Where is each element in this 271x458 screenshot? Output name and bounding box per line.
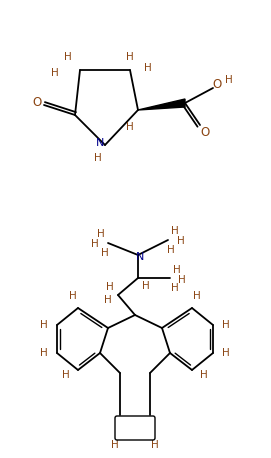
Text: H: H xyxy=(94,153,102,163)
Text: H: H xyxy=(171,283,179,293)
Text: H: H xyxy=(40,348,48,358)
Text: H: H xyxy=(173,265,181,275)
Text: H: H xyxy=(171,226,179,236)
Text: H: H xyxy=(111,440,119,450)
Text: H: H xyxy=(144,63,152,73)
Text: H: H xyxy=(222,320,230,330)
Text: H: H xyxy=(200,370,208,380)
Text: H: H xyxy=(126,122,134,132)
Polygon shape xyxy=(138,99,185,110)
Text: H: H xyxy=(142,281,150,291)
Text: H: H xyxy=(40,320,48,330)
Text: H: H xyxy=(177,236,185,246)
Text: H: H xyxy=(91,239,99,249)
Text: H: H xyxy=(62,370,70,380)
Text: H: H xyxy=(101,248,109,258)
Text: O: O xyxy=(200,125,210,138)
Text: H: H xyxy=(225,75,233,85)
Text: H: H xyxy=(193,291,201,301)
Text: H: H xyxy=(178,275,186,285)
Text: O: O xyxy=(32,97,42,109)
Text: H: H xyxy=(64,52,72,62)
Text: N: N xyxy=(96,138,104,148)
Text: O: O xyxy=(212,78,222,92)
Text: H: H xyxy=(69,291,77,301)
Text: H: H xyxy=(97,229,105,239)
Text: H: H xyxy=(51,68,59,78)
Text: H: H xyxy=(222,348,230,358)
Text: H: H xyxy=(104,295,112,305)
Text: H: H xyxy=(167,245,175,255)
Text: H: H xyxy=(126,52,134,62)
Text: H: H xyxy=(151,440,159,450)
Text: H: H xyxy=(106,282,114,292)
FancyBboxPatch shape xyxy=(115,416,155,440)
Text: Abs: Abs xyxy=(125,423,145,433)
Text: N: N xyxy=(136,252,144,262)
